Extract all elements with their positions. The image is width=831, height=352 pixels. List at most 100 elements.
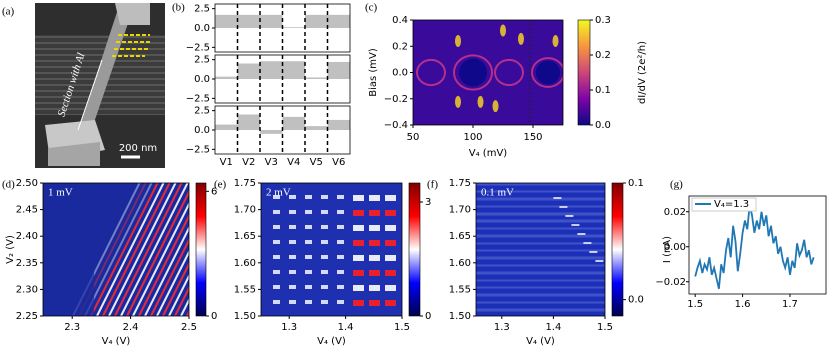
bar bbox=[237, 14, 260, 28]
colorbar-tick-label: 0.1 bbox=[595, 85, 611, 96]
x-tick-label: 1.5 bbox=[687, 299, 703, 310]
bar bbox=[327, 61, 350, 79]
colorbar-tick-label: 0.2 bbox=[595, 50, 611, 61]
y-tick-label: 0.4 bbox=[392, 15, 408, 26]
bar bbox=[260, 14, 283, 28]
colorbar-tick-label: 6 bbox=[211, 186, 217, 197]
heatmap-image bbox=[413, 20, 563, 125]
y-tick-label: 0.02 bbox=[664, 207, 686, 218]
bar bbox=[260, 130, 283, 134]
y-tick-label: 1.60 bbox=[449, 258, 471, 269]
y-tick-label: −2.5 bbox=[186, 42, 210, 53]
axes-frame bbox=[214, 3, 351, 53]
y-tick-label: 2.50 bbox=[16, 178, 38, 189]
x-tick-label: 50 bbox=[407, 132, 420, 143]
colorbar-tick-label: 0.1 bbox=[628, 178, 644, 189]
colorbar-tick-label: 0.3 bbox=[595, 15, 611, 26]
scale-bar-label: 200 nm bbox=[119, 143, 157, 154]
y-tick-label: 0.0 bbox=[194, 125, 210, 136]
bar bbox=[237, 114, 260, 130]
colorbar-tick-label: 0.0 bbox=[595, 120, 611, 131]
heatmap-image bbox=[43, 183, 189, 316]
y-tick-label: 2.35 bbox=[16, 258, 38, 269]
data-line bbox=[694, 204, 815, 290]
y-tick-label: 2.5 bbox=[194, 55, 210, 66]
y-tick-label: 1.55 bbox=[234, 284, 256, 295]
x-tick-label: V3 bbox=[265, 157, 278, 168]
x-tick-label: V2 bbox=[242, 157, 255, 168]
axes-frame bbox=[214, 105, 351, 155]
panel-label: (a) bbox=[2, 6, 15, 18]
bar bbox=[215, 124, 238, 130]
y-tick-label: 2.5 bbox=[194, 106, 210, 117]
legend-label: V₄=1.3 bbox=[714, 199, 749, 210]
panel-label: (f) bbox=[427, 179, 438, 191]
panel-label: (e) bbox=[214, 179, 227, 191]
colorbar-tick-label: 0.0 bbox=[628, 295, 644, 306]
heatmap-image bbox=[261, 183, 402, 316]
x-tick-label: V4 bbox=[287, 157, 300, 168]
x-tick-label: 2.4 bbox=[123, 322, 139, 333]
axes-frame bbox=[475, 182, 606, 317]
colorbar bbox=[195, 182, 207, 317]
y-tick-label: 0.0 bbox=[392, 68, 408, 79]
bar bbox=[215, 76, 238, 79]
y-tick-label: 1.70 bbox=[234, 205, 256, 216]
x-tick-label: 1.5 bbox=[394, 322, 410, 333]
colorbar bbox=[611, 182, 624, 317]
y-tick-label: 1.50 bbox=[449, 311, 471, 322]
bar bbox=[260, 61, 283, 79]
colorbar-tick-label: 0 bbox=[425, 311, 431, 322]
colorbar bbox=[577, 19, 591, 126]
axes-frame bbox=[42, 182, 190, 317]
y-tick-label: 2.45 bbox=[16, 205, 38, 216]
colorbar-label: I (nA) bbox=[662, 236, 673, 263]
annotation: 2 mV bbox=[266, 187, 291, 199]
bar bbox=[215, 14, 238, 28]
y-tick-label: 1.65 bbox=[234, 231, 256, 242]
bar bbox=[237, 63, 260, 79]
y-tick-label: 1.50 bbox=[234, 311, 256, 322]
x-axis-label: V₄ (V) bbox=[102, 336, 131, 347]
bar bbox=[327, 14, 350, 28]
x-tick-label: V1 bbox=[220, 157, 233, 168]
x-axis-label: V₄ (mV) bbox=[469, 148, 508, 159]
y-tick-label: 2.40 bbox=[16, 231, 38, 242]
axes-frame bbox=[260, 182, 403, 317]
x-tick-label: V5 bbox=[310, 157, 323, 168]
y-tick-label: 2.5 bbox=[194, 4, 210, 15]
bar bbox=[282, 61, 305, 79]
y-axis-label: Bias (mV) bbox=[368, 48, 379, 97]
y-tick-label: −2.5 bbox=[186, 144, 210, 155]
heatmap-image bbox=[476, 183, 605, 316]
y-tick-label: 2.25 bbox=[16, 311, 38, 322]
annotation: 0.1 mV bbox=[481, 187, 514, 199]
colorbar-tick-label: 0 bbox=[211, 311, 217, 322]
panel-label: (c) bbox=[365, 2, 378, 14]
colorbar-tick-label: 3 bbox=[425, 197, 431, 208]
y-tick-label: −2.5 bbox=[186, 93, 210, 104]
sem-image bbox=[35, 3, 165, 168]
y-tick-label: 0.00 bbox=[664, 242, 686, 253]
panel-label: (d) bbox=[2, 179, 15, 191]
x-tick-label: 1.3 bbox=[494, 322, 510, 333]
bar bbox=[282, 27, 305, 28]
y-tick-label: 1.55 bbox=[449, 284, 471, 295]
x-tick-label: 1.5 bbox=[597, 322, 613, 333]
x-tick-label: 1.6 bbox=[735, 299, 751, 310]
legend-box bbox=[691, 197, 757, 212]
x-tick-label: 1.7 bbox=[782, 299, 798, 310]
colorbar-label: dI/dV (2e²/h) bbox=[637, 41, 648, 104]
x-tick-label: 1.3 bbox=[281, 322, 297, 333]
x-axis-label: V₄ (V) bbox=[317, 336, 346, 347]
y-tick-label: −0.4 bbox=[384, 120, 408, 131]
y-tick-label: −0.2 bbox=[384, 94, 408, 105]
x-tick-label: 100 bbox=[463, 132, 482, 143]
bar bbox=[305, 77, 328, 79]
panel-label: (g) bbox=[670, 179, 683, 191]
x-tick-label: 1.4 bbox=[338, 322, 354, 333]
panel-label: (b) bbox=[172, 2, 185, 14]
bar bbox=[305, 126, 328, 130]
x-axis-label: V₄ (V) bbox=[526, 336, 555, 347]
